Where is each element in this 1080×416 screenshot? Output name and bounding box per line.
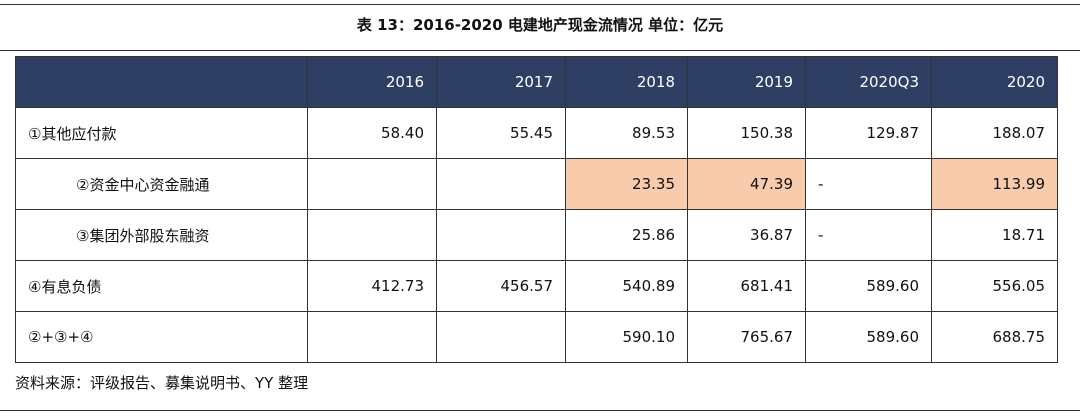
row-label: ②+③+④ [15, 311, 308, 363]
header-cell: 2019 [687, 56, 806, 108]
table-cell: 55.45 [436, 107, 566, 159]
table-cell: 412.73 [307, 260, 437, 312]
table-cell: 556.05 [931, 260, 1058, 312]
rule [0, 410, 1080, 411]
table-cell: 589.60 [805, 311, 932, 363]
table-cell: 681.41 [687, 260, 806, 312]
data-table: 2016 2017 2018 2019 2020Q3 2020 ①其他应付款 58.40 55… [15, 56, 1058, 363]
table-cell: 113.99 [931, 158, 1058, 210]
header-row: 2016 2017 2018 2019 2020Q3 2020 [15, 56, 1058, 108]
table-cell: 47.39 [687, 158, 806, 210]
table-cell: - [805, 158, 932, 210]
table-cell: 540.89 [565, 260, 688, 312]
table-cell: 18.71 [931, 209, 1058, 261]
table-cell: 589.60 [805, 260, 932, 312]
table-cell: 23.35 [565, 158, 688, 210]
table-row: ①其他应付款 58.40 55.45 89.53 150.38 129.87 188.07 [15, 107, 1058, 159]
table-cell [436, 158, 566, 210]
rule [0, 4, 1080, 5]
table-row: ②资金中心资金融通 23.35 47.39-113.99 [15, 158, 1058, 210]
table-cell: 590.10 [565, 311, 688, 363]
table-cell: 89.53 [565, 107, 688, 159]
table-cell: 188.07 [931, 107, 1058, 159]
table-row: ②+③+④ 590.10 765.67 589.60 688.75 [15, 311, 1058, 363]
table-cell: 150.38 [687, 107, 806, 159]
table-cell [436, 311, 566, 363]
row-label: ③集团外部股东融资 [15, 209, 308, 261]
rule [0, 50, 1080, 51]
table-cell: 25.86 [565, 209, 688, 261]
table-cell [436, 209, 566, 261]
table-cell [307, 209, 437, 261]
table-cell [307, 158, 437, 210]
table-cell: 129.87 [805, 107, 932, 159]
header-cell [15, 56, 308, 108]
header-cell: 2016 [307, 56, 437, 108]
table-cell: 765.67 [687, 311, 806, 363]
table-cell [307, 311, 437, 363]
header-cell: 2017 [436, 56, 566, 108]
row-label: ④有息负债 [15, 260, 308, 312]
row-label: ②资金中心资金融通 [15, 158, 308, 210]
row-label: ①其他应付款 [15, 107, 308, 159]
table-row: ④有息负债 412.73 456.57 540.89 681.41 589.60 556.0… [15, 260, 1058, 312]
table-cell: 58.40 [307, 107, 437, 159]
source-note: 资料来源：评级报告、募集说明书、YY 整理 [15, 374, 309, 392]
table-cell: - [805, 209, 932, 261]
header-cell: 2020Q3 [805, 56, 932, 108]
table-cell: 688.75 [931, 311, 1058, 363]
table-title: 表 13：2016-2020 电建地产现金流情况 单位：亿元 [356, 16, 724, 34]
table-cell: 36.87 [687, 209, 806, 261]
table-cell: 456.57 [436, 260, 566, 312]
table-row: ③集团外部股东融资 25.86 36.87-18.71 [15, 209, 1058, 261]
header-cell: 2020 [931, 56, 1058, 108]
header-cell: 2018 [565, 56, 688, 108]
